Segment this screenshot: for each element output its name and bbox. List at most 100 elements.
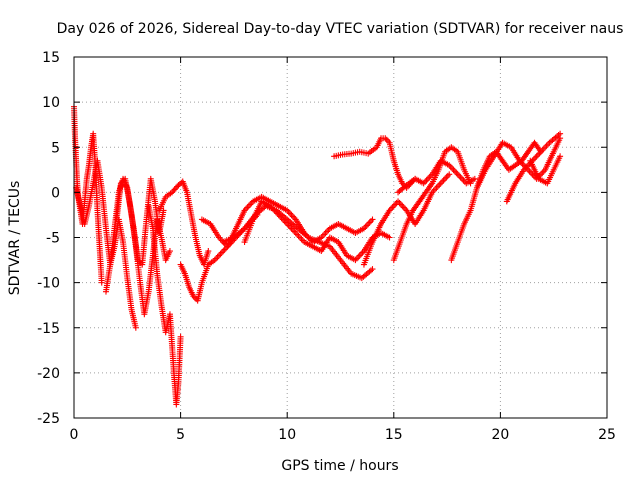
data-point: [437, 180, 444, 187]
data-point: [365, 220, 372, 227]
chart-title: Day 026 of 2026, Sidereal Day-to-day VTE…: [57, 21, 624, 37]
data-point: [321, 231, 328, 238]
series-track-3: [102, 175, 173, 318]
data-point: [172, 185, 179, 192]
data-point: [532, 154, 539, 161]
series-track-18: [527, 153, 564, 187]
y-axis-label: SDTVAR / TECUs: [7, 181, 23, 296]
data-point: [402, 183, 409, 190]
data-point: [390, 202, 397, 209]
data-point: [440, 177, 447, 184]
data-point: [443, 174, 450, 181]
data-point: [369, 216, 376, 223]
data-point: [389, 204, 396, 211]
series-track-13: [390, 144, 474, 264]
data-point: [244, 204, 251, 211]
series-track-4: [113, 175, 167, 268]
series-track-17: [503, 130, 564, 205]
y-tick-label: -15: [37, 321, 60, 337]
data-point: [542, 144, 549, 151]
data-point: [392, 201, 399, 208]
y-tick-label: 0: [51, 185, 60, 201]
data-point: [527, 169, 534, 176]
data-point: [245, 202, 252, 209]
data-point: [368, 217, 375, 224]
data-point: [397, 201, 404, 208]
data-point: [369, 266, 376, 273]
data-point: [353, 255, 360, 262]
y-tick-label: -5: [46, 231, 60, 247]
data-point: [432, 186, 439, 193]
x-axis-label: GPS time / hours: [281, 458, 398, 474]
data-point: [220, 248, 227, 255]
data-point: [533, 153, 540, 160]
data-point: [298, 236, 305, 243]
y-tick-label: 10: [42, 95, 60, 111]
data-point: [247, 201, 254, 208]
axis-ticks: 0 5 10 15 20 25 15 10 5 0 -5 -10 -15 -20 -25: [37, 50, 616, 443]
data-point: [296, 234, 303, 241]
data-point: [454, 171, 461, 178]
x-tick-label: 20: [491, 427, 509, 443]
data-point: [446, 171, 453, 178]
data-point: [166, 248, 173, 255]
data-point: [171, 186, 178, 193]
x-tick-label: 5: [176, 427, 185, 443]
series-track-11: [331, 135, 419, 191]
y-tick-label: -10: [37, 276, 60, 292]
data-point: [174, 183, 181, 190]
data-point: [395, 198, 402, 205]
x-tick-label: 25: [598, 427, 616, 443]
data-point: [287, 210, 294, 217]
data-point: [214, 254, 221, 261]
data-point: [218, 249, 225, 256]
y-tick-label: -25: [37, 411, 60, 427]
data-point: [540, 145, 547, 152]
x-tick-label: 15: [385, 427, 403, 443]
data-point: [433, 184, 440, 191]
data-point: [323, 228, 330, 235]
series-track-5: [145, 202, 184, 408]
data-point: [557, 153, 564, 160]
data-point: [441, 175, 448, 182]
data-point: [471, 175, 478, 182]
data-point: [523, 163, 530, 170]
series-track-2: [73, 157, 139, 331]
y-tick-label: 5: [51, 140, 60, 156]
data-point: [456, 172, 463, 179]
data-point: [356, 252, 363, 259]
x-tick-label: 10: [278, 427, 296, 443]
data-point: [322, 229, 329, 236]
data-point: [177, 333, 184, 340]
data-point: [557, 130, 564, 137]
data-point: [399, 202, 406, 209]
x-tick-label: 0: [70, 427, 79, 443]
data-point: [543, 142, 550, 149]
data-point: [386, 234, 393, 241]
data-point: [396, 199, 403, 206]
data-point: [451, 168, 458, 175]
y-tick-label: -20: [37, 366, 60, 382]
data-point: [205, 248, 212, 255]
data-point: [434, 183, 441, 190]
data-points: [71, 103, 564, 408]
data-point: [169, 189, 176, 196]
data-point: [400, 204, 407, 211]
data-point: [449, 165, 456, 172]
data-point: [383, 136, 390, 143]
data-point: [526, 168, 533, 175]
data-point: [215, 252, 222, 259]
data-point: [530, 156, 537, 163]
data-point: [450, 166, 457, 173]
data-point: [132, 324, 139, 331]
data-point: [363, 222, 370, 229]
data-point: [217, 251, 224, 258]
series-track-6: [156, 178, 212, 268]
data-point: [424, 175, 431, 182]
data-point: [539, 169, 546, 176]
data-point: [358, 251, 365, 258]
data-point: [366, 219, 373, 226]
data-point: [459, 175, 466, 182]
y-tick-label: 15: [42, 50, 60, 66]
